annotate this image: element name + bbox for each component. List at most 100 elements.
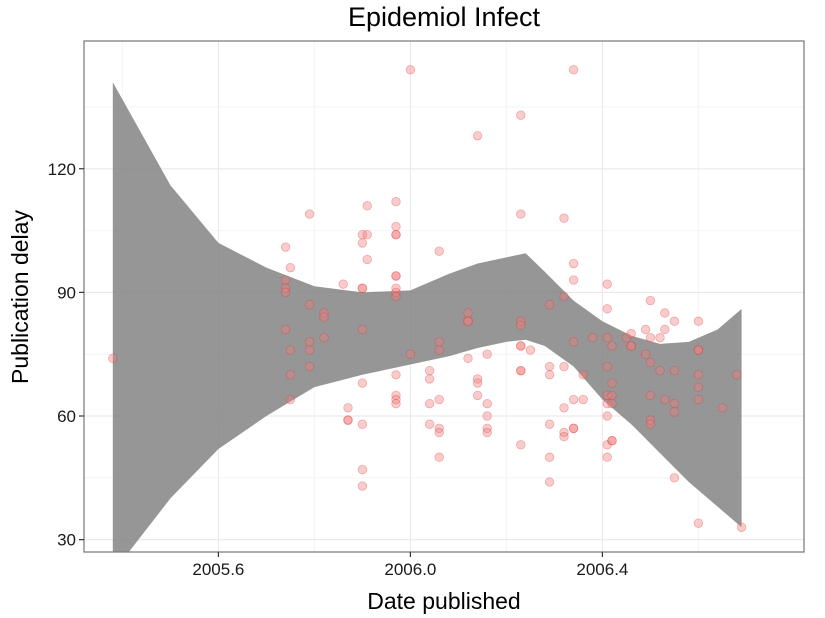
data-point (391, 271, 401, 281)
data-point (559, 431, 569, 442)
data-point (391, 291, 401, 302)
data-point (645, 295, 656, 306)
data-point (516, 341, 526, 351)
data-point (516, 110, 526, 120)
data-point (660, 308, 670, 318)
data-point (732, 370, 742, 380)
data-point (626, 341, 636, 351)
data-point (319, 333, 329, 343)
data-point (391, 197, 401, 207)
data-point (544, 370, 555, 380)
data-point (607, 378, 617, 388)
confidence-ribbon (112, 82, 742, 552)
data-point (434, 427, 444, 438)
data-point (559, 213, 569, 223)
data-point (391, 370, 401, 380)
data-point (516, 320, 526, 331)
data-point (424, 419, 435, 429)
data-point (285, 394, 296, 405)
data-point (434, 394, 444, 405)
data-point (693, 518, 704, 528)
data-point (621, 333, 632, 343)
data-point (516, 440, 526, 450)
y-tick-label: 30 (57, 531, 76, 550)
data-point (602, 279, 612, 289)
data-point (343, 415, 353, 425)
data-point (357, 464, 368, 475)
data-point (285, 370, 296, 380)
data-point (304, 337, 315, 347)
data-point (472, 390, 483, 401)
data-point (626, 341, 636, 351)
data-point (472, 374, 483, 384)
data-point (607, 398, 617, 409)
panel-border (83, 40, 805, 553)
data-point (607, 436, 617, 446)
data-point (391, 390, 401, 401)
data-point (304, 300, 315, 310)
data-point (516, 341, 526, 351)
y-tick-label: 90 (57, 283, 76, 302)
x-axis-title: Date published (367, 588, 520, 614)
data-point (362, 229, 372, 240)
data-point (434, 337, 444, 347)
data-point (568, 423, 579, 434)
data-point (357, 419, 368, 429)
data-point (645, 390, 656, 401)
data-point (357, 238, 368, 248)
data-point (525, 345, 536, 355)
data-point (362, 254, 372, 265)
data-point (319, 308, 329, 318)
data-point (645, 333, 656, 343)
data-point (285, 262, 296, 273)
data-point (568, 275, 579, 285)
data-point (434, 246, 444, 256)
data-point (391, 221, 401, 232)
data-point (338, 279, 348, 289)
data-point (391, 229, 401, 240)
data-point (357, 481, 368, 491)
plot-frame (83, 40, 805, 553)
data-point (655, 365, 665, 376)
data-point (568, 423, 579, 434)
data-point (607, 341, 617, 351)
data-point (516, 209, 526, 219)
data-point (578, 370, 588, 380)
data-point (280, 275, 291, 285)
data-point (285, 345, 296, 355)
data-point (516, 365, 526, 376)
data-point (669, 407, 680, 417)
data-point (108, 353, 118, 364)
y-axis-title: Publication delay (7, 210, 33, 384)
data-point (472, 378, 483, 388)
data-point (280, 242, 291, 252)
axis-ticks (79, 168, 604, 557)
data-point (463, 316, 473, 326)
data-point (568, 258, 579, 269)
data-point (568, 65, 579, 75)
confidence-band (112, 82, 742, 552)
y-tick-label: 60 (57, 407, 76, 426)
data-point (602, 398, 612, 409)
data-point (304, 345, 315, 355)
data-point (357, 324, 368, 335)
data-point (434, 423, 444, 434)
data-point (693, 345, 704, 355)
data-point (280, 324, 291, 335)
data-point (434, 345, 444, 355)
data-point (602, 411, 612, 421)
data-point (544, 452, 555, 462)
data-point (559, 427, 569, 438)
data-point (660, 324, 670, 335)
x-tick-label: 2006.0 (384, 560, 436, 579)
data-point (559, 361, 569, 372)
data-point (645, 415, 656, 425)
x-tick-labels: 2005.6 2006.0 2006.4 (192, 560, 628, 579)
x-tick-label: 2006.4 (576, 560, 628, 579)
data-point (544, 477, 555, 487)
data-point (391, 287, 401, 298)
data-point (357, 283, 368, 293)
data-point (544, 300, 555, 310)
data-point (645, 419, 656, 429)
